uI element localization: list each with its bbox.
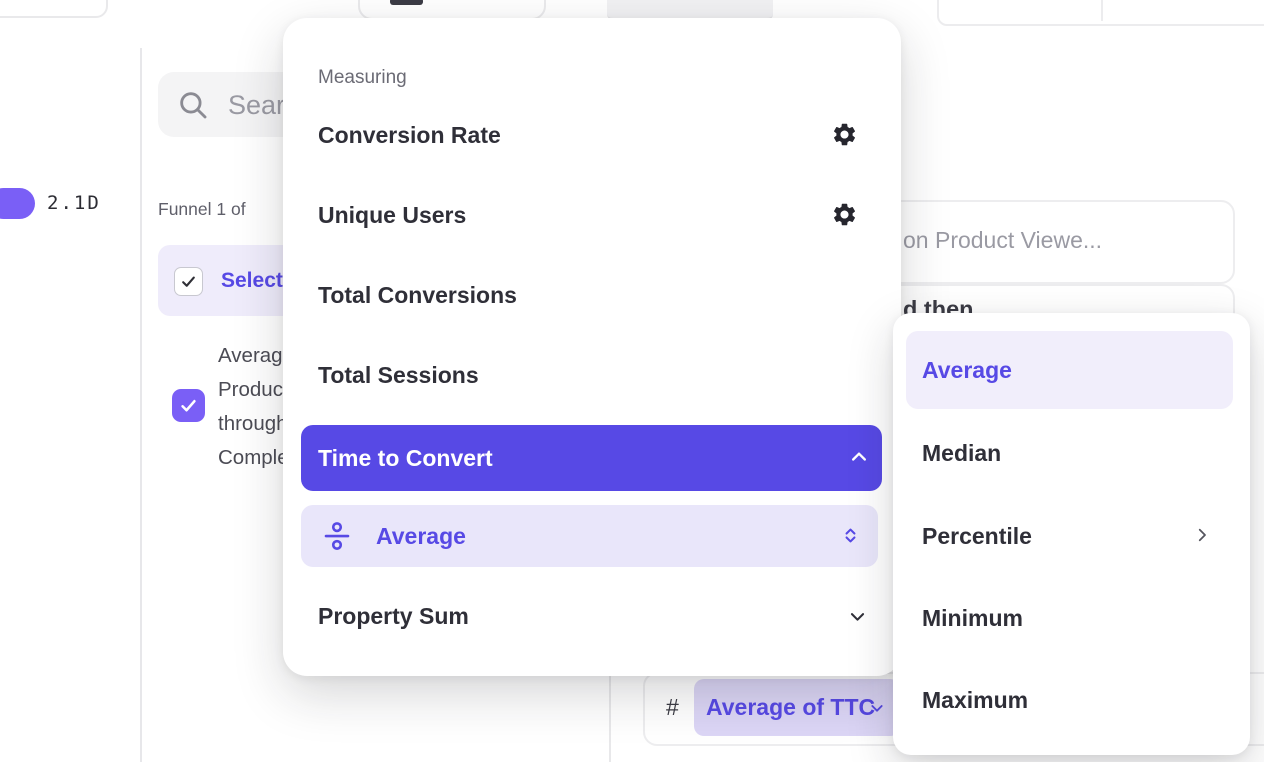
- aggregation-menu: Average Median Percentile Minimum Maximu…: [893, 313, 1250, 755]
- check-icon: [180, 273, 197, 290]
- menu-item-total-conversions[interactable]: Total Conversions: [318, 282, 517, 308]
- menu-item-total-sessions[interactable]: Total Sessions: [318, 362, 479, 388]
- measuring-menu-header: Measuring: [318, 67, 407, 88]
- toolbar-button[interactable]: [358, 0, 546, 20]
- menu-item-time-to-convert-label: Time to Convert: [318, 445, 493, 471]
- chevron-up-icon: [849, 447, 869, 467]
- toolbar-button-icon: [390, 0, 423, 5]
- step-checkbox[interactable]: [172, 389, 205, 422]
- top-left-card-corner: [0, 0, 108, 18]
- menu-subitem-average[interactable]: [301, 505, 878, 567]
- funnel-step-badge: [0, 188, 35, 219]
- chevron-down-icon: [869, 700, 885, 716]
- menu-item-unique-users[interactable]: Unique Users: [318, 202, 467, 228]
- numeric-type-symbol: #: [666, 694, 679, 720]
- funnel-count-label: Funnel 1 of: [158, 199, 246, 219]
- measuring-menu: Measuring Conversion Rate Unique Users T…: [283, 18, 901, 676]
- gear-icon[interactable]: [831, 201, 858, 228]
- menu-item-property-sum[interactable]: Property Sum: [318, 603, 469, 629]
- agg-item-average-label: Average: [922, 357, 1012, 383]
- unfold-more-icon: [841, 526, 860, 545]
- metric-pill-label: Average of TTC: [706, 694, 876, 720]
- agg-item-maximum[interactable]: Maximum: [922, 687, 1029, 713]
- agg-item-minimum[interactable]: Minimum: [922, 605, 1023, 631]
- bottom-column-divider: [609, 676, 611, 762]
- menu-subitem-average-label: Average: [376, 523, 466, 549]
- step-summary-line: Product: [218, 378, 289, 401]
- menu-item-time-to-convert[interactable]: [301, 425, 882, 491]
- chevron-right-icon: [1193, 526, 1211, 544]
- metric-pill[interactable]: [694, 679, 900, 736]
- funnel-checkbox[interactable]: [174, 267, 203, 296]
- chevron-down-icon: [848, 607, 867, 626]
- search-icon: [176, 88, 210, 122]
- menu-item-conversion-rate[interactable]: Conversion Rate: [318, 122, 501, 148]
- left-vertical-divider: [140, 48, 142, 762]
- check-icon: [179, 396, 198, 415]
- top-right-header-divider: [1101, 0, 1103, 21]
- step-summary-line: through: [218, 412, 288, 435]
- step-summary-line: Average: [218, 344, 294, 367]
- funnel-step-badge-label: 2.1D: [47, 192, 101, 214]
- gear-icon[interactable]: [831, 121, 858, 148]
- agg-item-percentile[interactable]: Percentile: [922, 523, 1032, 549]
- agg-item-median[interactable]: Median: [922, 440, 1002, 466]
- agg-item-average[interactable]: [906, 331, 1233, 409]
- funnel-event-card-text: on Product Viewe...: [903, 227, 1103, 253]
- divide-icon: [322, 521, 352, 551]
- toolbar-tab[interactable]: [607, 0, 773, 20]
- top-right-panel-header: [937, 0, 1264, 26]
